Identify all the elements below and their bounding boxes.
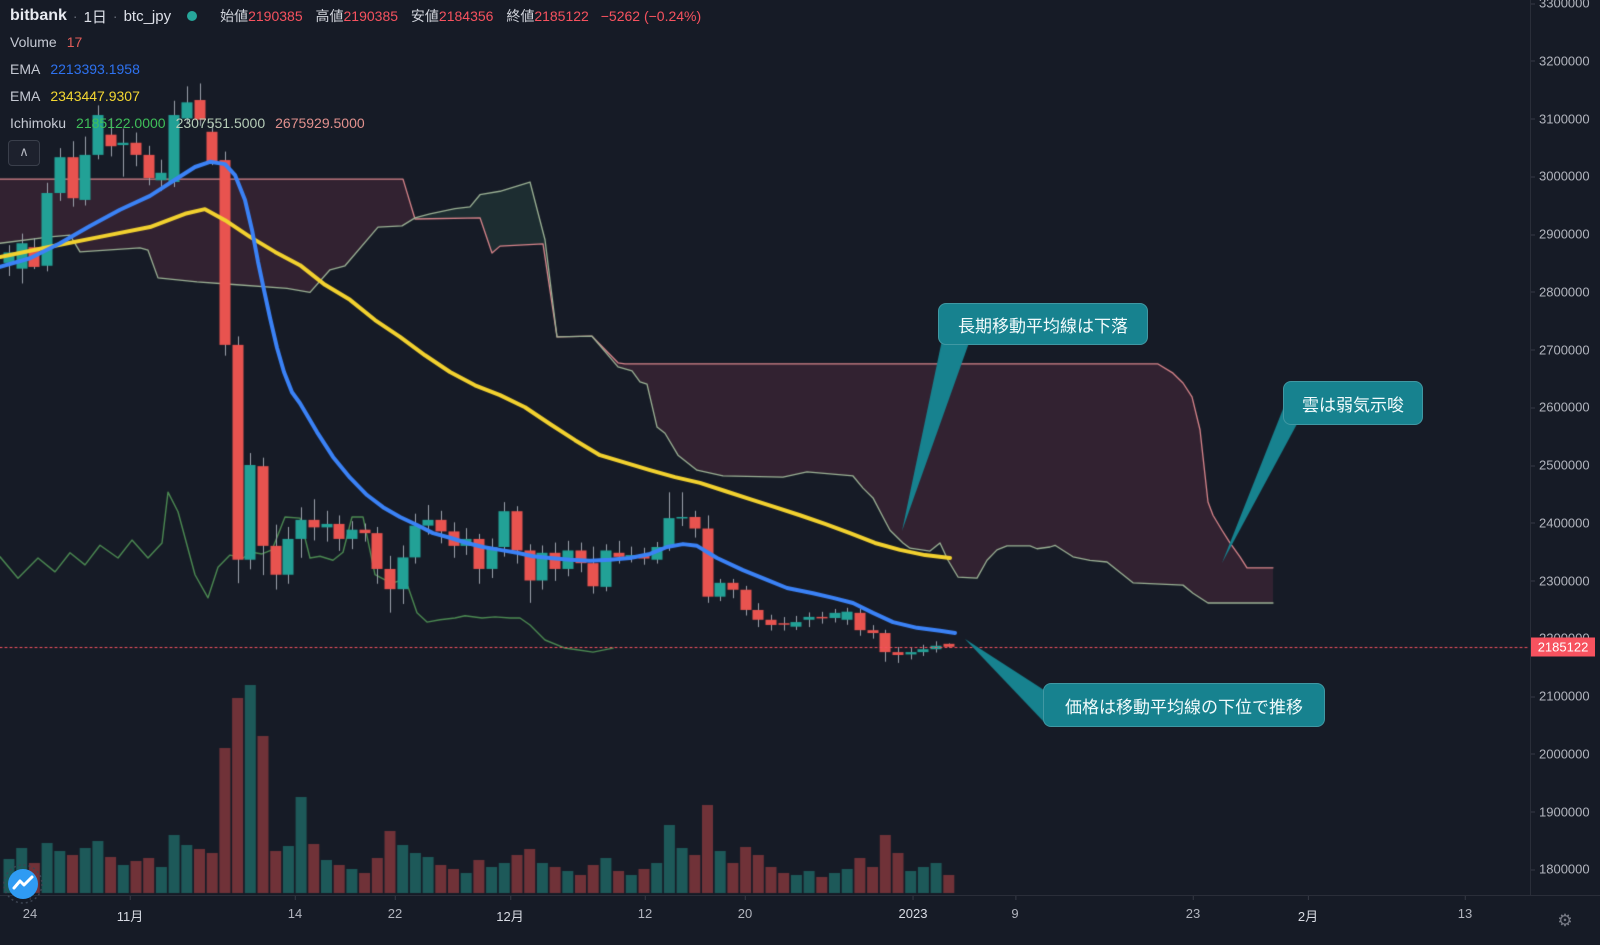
time-tick-label: 12 — [637, 896, 653, 921]
price-tick-label: 1900000 — [1531, 804, 1600, 819]
price-tick-label: 2300000 — [1531, 573, 1600, 588]
price-tick-label: 2400000 — [1531, 515, 1600, 530]
ema-long-label: EMA — [10, 87, 41, 104]
annotation-callout-2[interactable]: 価格は移動平均線の下位で推移 — [1043, 683, 1325, 727]
close-value: 2185122 — [534, 8, 589, 24]
symbol-row: bitbank · 1日 · btc_jpy 始値2190385 高値21903… — [10, 4, 701, 28]
price-tick-label: 3300000 — [1531, 0, 1600, 11]
price-tick-label: 2900000 — [1531, 227, 1600, 242]
ichimoku-indicator-row[interactable]: Ichimoku 2185122.0000 2307551.5000 26759… — [10, 109, 701, 136]
time-tick-label: 20 — [737, 896, 753, 921]
time-tick-label: 2023 — [898, 896, 928, 921]
tradingview-logo-icon[interactable] — [2, 862, 46, 906]
ichimoku-label: Ichimoku — [10, 114, 67, 131]
price-tick-label: 2500000 — [1531, 458, 1600, 473]
volume-indicator-row[interactable]: Volume 17 — [10, 28, 701, 55]
legend-collapse-button[interactable]: ∧ — [8, 140, 40, 166]
time-axis[interactable]: 24 11月 14 22 12月 12 20 2023 9 23 2月 13 — [0, 895, 1530, 945]
separator: · — [112, 8, 118, 24]
ema-short-label: EMA — [10, 60, 41, 77]
legend-panel: bitbank · 1日 · btc_jpy 始値2190385 高値21903… — [10, 4, 701, 136]
axis-corner: ⚙ — [1530, 895, 1600, 945]
open-value: 2190385 — [248, 8, 303, 24]
time-tick-label: 2月 — [1298, 896, 1318, 925]
annotation-callout-0[interactable]: 長期移動平均線は下落 — [938, 303, 1148, 345]
time-tick-label: 14 — [287, 896, 303, 921]
time-tick-label: 13 — [1457, 896, 1473, 921]
price-tick-label: 2600000 — [1531, 400, 1600, 415]
price-tick-label: 2000000 — [1531, 746, 1600, 761]
time-tick-label: 23 — [1185, 896, 1201, 921]
time-tick-label: 24 — [22, 896, 38, 921]
interval-label[interactable]: 1日 — [83, 8, 107, 26]
ema-short-value: 2213393.1958 — [50, 60, 140, 77]
price-tick-label: 2800000 — [1531, 284, 1600, 299]
low-label: 安値 — [410, 8, 439, 24]
current-price-tag: 2185122 — [1531, 637, 1595, 657]
ichimoku-value-2: 2307551.5000 — [175, 114, 266, 131]
market-status-icon — [187, 11, 198, 21]
ema-short-indicator-row[interactable]: EMA 2213393.1958 — [10, 55, 701, 82]
time-tick-label: 11月 — [117, 896, 143, 925]
ichimoku-value-1: 2185122.0000 — [76, 114, 166, 131]
change-value: −5262 (−0.24%) — [600, 8, 702, 24]
pair-label[interactable]: btc_jpy — [123, 7, 172, 25]
symbol-name[interactable]: bitbank — [10, 7, 67, 24]
time-tick-label: 9 — [1011, 896, 1019, 921]
ohlc-readout: 始値2190385 高値2190385 安値2184356 終値2185122 … — [211, 6, 701, 26]
volume-value: 17 — [66, 33, 83, 50]
open-label: 始値 — [220, 8, 249, 24]
price-axis[interactable]: 3300000 3200000 3100000 3000000 2900000 28000… — [1530, 0, 1600, 895]
price-tick-label: 2100000 — [1531, 689, 1600, 704]
high-value: 2190385 — [343, 8, 399, 24]
low-value: 2184356 — [438, 8, 494, 24]
price-tick-label: 1800000 — [1531, 862, 1600, 877]
close-label: 終値 — [506, 8, 535, 24]
time-tick-label: 22 — [387, 896, 403, 921]
annotation-callout-1[interactable]: 雲は弱気示唆 — [1283, 381, 1423, 425]
price-tick-label: 3000000 — [1531, 169, 1600, 184]
high-label: 高値 — [315, 8, 344, 24]
price-tick-label: 3100000 — [1531, 111, 1600, 126]
ema-long-value: 2343447.9307 — [50, 87, 140, 104]
volume-label: Volume — [10, 33, 57, 50]
price-tick-label: 3200000 — [1531, 53, 1600, 68]
separator: · — [72, 8, 78, 24]
price-tick-label: 2700000 — [1531, 342, 1600, 357]
ichimoku-value-3: 2675929.5000 — [275, 114, 365, 131]
ema-long-indicator-row[interactable]: EMA 2343447.9307 — [10, 82, 701, 109]
gear-icon[interactable]: ⚙ — [1557, 911, 1573, 930]
time-tick-label: 12月 — [496, 896, 524, 925]
